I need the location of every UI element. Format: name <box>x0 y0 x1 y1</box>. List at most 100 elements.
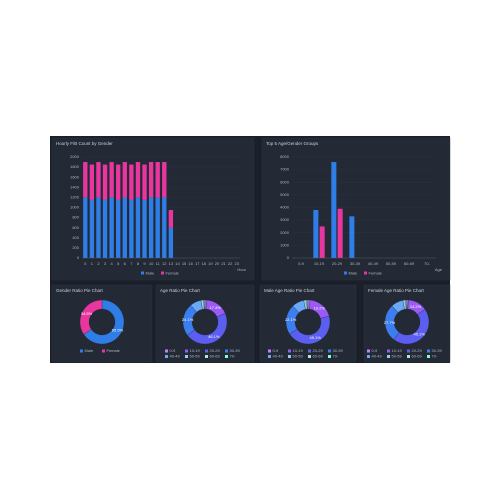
panel <box>155 284 255 363</box>
bar <box>162 197 167 258</box>
legend-label: Female <box>107 348 121 353</box>
bar <box>155 197 160 258</box>
bar <box>122 197 127 258</box>
legend-swatch <box>268 355 271 358</box>
legend-label: 30-39 <box>432 348 443 353</box>
legend-label: 60-69 <box>412 354 423 359</box>
bar <box>148 197 154 258</box>
legend-swatch <box>165 355 168 358</box>
slice-label: 65.5% <box>112 327 124 332</box>
x-tick-label: 3 <box>104 261 107 266</box>
x-tick-label: 1 <box>91 261 94 266</box>
legend-label: 40-49 <box>273 354 284 359</box>
bar <box>129 199 134 258</box>
legend-label: 70- <box>230 354 236 359</box>
legend-label: 60-69 <box>210 354 221 359</box>
legend-swatch <box>268 349 271 353</box>
legend-label: 20-29 <box>313 348 324 353</box>
bar <box>168 227 174 258</box>
bar <box>89 199 95 258</box>
slice-label: 46.1% <box>208 334 220 339</box>
x-tick-label: 0-9 <box>298 261 305 266</box>
legend-label: Male <box>349 270 358 275</box>
bar <box>102 199 108 258</box>
y-tick-label: 2000 <box>280 230 290 235</box>
y-tick-label: 7000 <box>280 167 290 172</box>
bar <box>116 164 121 200</box>
bar <box>109 162 114 198</box>
legend-label: Female <box>369 270 383 275</box>
x-tick-label: 9 <box>143 261 146 266</box>
legend-swatch <box>141 271 144 275</box>
slice-label: 45.1% <box>414 332 426 337</box>
bar <box>142 199 147 258</box>
legend-label: 40-49 <box>372 354 383 359</box>
x-tick-label: 18 <box>202 261 207 266</box>
legend-swatch <box>407 349 410 353</box>
x-tick-label: 40-49 <box>368 261 379 266</box>
bar <box>102 164 108 200</box>
y-tick-label: 1200 <box>70 194 80 199</box>
x-tick-label: 14 <box>175 261 180 266</box>
legend-swatch <box>367 349 370 353</box>
bar <box>96 197 101 258</box>
panel-title: Top 5 Age/Gender Groups <box>266 141 319 146</box>
legend-swatch <box>161 271 164 275</box>
x-tick-label: 16 <box>188 261 193 266</box>
bar <box>129 164 134 200</box>
x-tick-label: 13 <box>169 261 174 266</box>
legend-label: 10-19 <box>190 348 201 353</box>
panel <box>259 284 357 363</box>
y-tick-label: 2000 <box>70 154 80 159</box>
x-tick-label: 23 <box>234 261 239 266</box>
legend-swatch <box>427 355 430 358</box>
legend-label: Male <box>146 270 155 275</box>
legend-swatch <box>387 355 390 358</box>
bar <box>116 199 121 258</box>
y-tick-label: 400 <box>72 235 79 240</box>
bar <box>83 197 88 258</box>
bar <box>349 216 355 258</box>
x-tick-label: 60-69 <box>404 261 415 266</box>
slice-label: 34.5% <box>81 311 93 316</box>
y-tick-label: 3000 <box>280 217 290 222</box>
legend-swatch <box>308 355 311 358</box>
legend-swatch <box>328 355 331 358</box>
y-tick-label: 1600 <box>70 174 80 179</box>
panel <box>51 284 153 363</box>
panel <box>261 137 451 281</box>
y-tick-label: 800 <box>72 215 79 220</box>
x-tick-label: 19 <box>208 261 213 266</box>
legend-label: 10-19 <box>293 348 304 353</box>
legend-swatch <box>205 349 208 353</box>
legend-swatch <box>407 355 410 358</box>
x-tick-label: 17 <box>195 261 200 266</box>
x-tick-label: 12 <box>162 261 167 266</box>
y-tick-label: 1000 <box>280 242 290 247</box>
legend-swatch <box>185 355 188 358</box>
legend-swatch <box>328 349 331 353</box>
x-tick-label: 10 <box>149 261 154 266</box>
bar <box>89 164 95 200</box>
legend-swatch <box>288 355 291 358</box>
y-tick-label: 600 <box>72 225 79 230</box>
x-tick-label: 7 <box>130 261 133 266</box>
y-tick-label: 5000 <box>280 192 290 197</box>
bar <box>135 197 141 258</box>
legend-label: 0-9 <box>170 348 177 353</box>
bar <box>135 162 141 198</box>
legend-swatch <box>288 349 291 353</box>
x-tick-label: 20-29 <box>332 261 343 266</box>
x-tick-label: 5 <box>117 261 120 266</box>
panel-title: Male Age Ratio Pie Chart <box>264 288 315 293</box>
legend-swatch <box>427 349 430 353</box>
panel-title: Gender Ratio Pie Chart <box>56 288 104 293</box>
legend-label: Female <box>166 270 180 275</box>
bar <box>142 164 147 200</box>
legend-swatch <box>367 355 370 358</box>
y-tick-label: 1000 <box>70 205 80 210</box>
x-tick-label: 2 <box>97 261 100 266</box>
slice-label: 27.7% <box>384 320 396 325</box>
legend-swatch <box>364 271 367 275</box>
